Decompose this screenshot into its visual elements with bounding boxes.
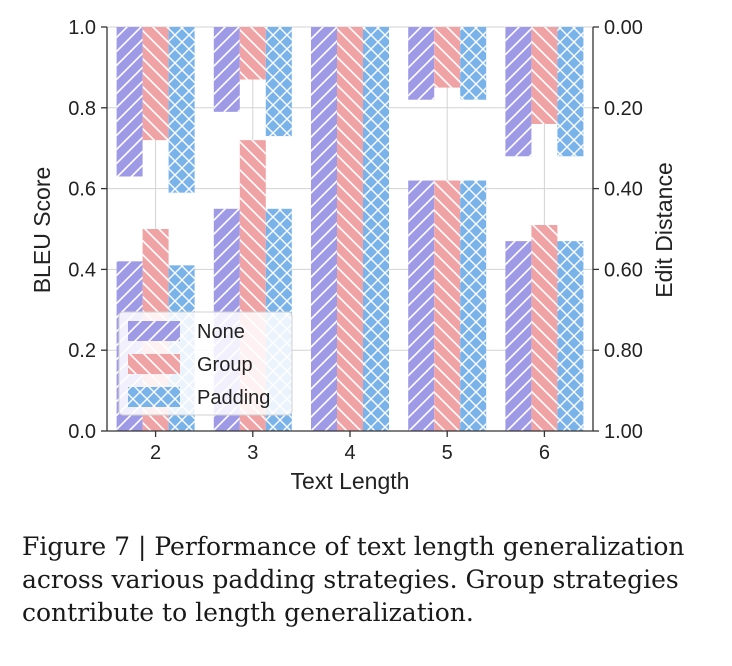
left-tick-label: 0.6 xyxy=(68,179,96,201)
bleu-bar-hatch xyxy=(434,180,461,431)
x-tick-label: 5 xyxy=(442,442,453,464)
edit-distance-bar-hatch xyxy=(408,27,435,100)
left-tick-label: 0.2 xyxy=(68,340,96,362)
x-tick-label: 3 xyxy=(247,442,258,464)
x-tick-label: 2 xyxy=(150,442,161,464)
caption-line-1: Figure 7 | Performance of text length ge… xyxy=(22,532,685,561)
bleu-bar-hatch xyxy=(460,180,487,431)
edit-distance-bar-hatch xyxy=(142,27,169,141)
legend-label: Padding xyxy=(197,387,270,409)
right-tick-label: 0.60 xyxy=(604,259,643,281)
right-tick-label: 0.40 xyxy=(604,179,643,201)
edit-distance-bar-hatch xyxy=(239,27,266,80)
caption-line-3: contribute to length generalization. xyxy=(22,598,474,627)
legend-swatch-hatch xyxy=(128,387,180,407)
edit-distance-bar-hatch xyxy=(505,27,532,157)
bleu-bar-hatch xyxy=(408,180,435,431)
edit-distance-bar-hatch xyxy=(460,27,487,100)
legend-swatch-hatch xyxy=(128,354,180,374)
left-tick-label: 0.4 xyxy=(68,259,96,281)
bleu-edit-distance-chart: 0.0 0.2 0.4 0.6 0.8 1.0 0.00 0.20 0.40 0.60 0.80 1.… xyxy=(29,17,677,494)
legend-label: None xyxy=(197,321,245,343)
right-tick-label: 0.20 xyxy=(604,98,643,120)
left-tick-label: 1.0 xyxy=(68,17,96,39)
x-tick-label: 4 xyxy=(344,442,355,464)
edit-distance-bar-hatch xyxy=(557,27,584,157)
right-tick-label: 1.00 xyxy=(604,421,643,443)
edit-distance-bar-hatch xyxy=(531,27,558,124)
legend-swatch-hatch xyxy=(128,321,180,341)
x-axis-label: Text Length xyxy=(291,468,410,494)
edit-distance-bar-hatch xyxy=(116,27,143,177)
caption-line-2: across various padding strategies. Group… xyxy=(22,565,679,594)
y-axis-label-right: Edit Distance xyxy=(651,162,677,298)
left-tick-label: 0.0 xyxy=(68,421,96,443)
legend-label: Group xyxy=(197,354,253,376)
axes: 0.0 0.2 0.4 0.6 0.8 1.0 0.00 0.20 0.40 0.60 0.80 1.… xyxy=(68,17,643,464)
figure-caption: Figure 7 | Performance of text length ge… xyxy=(22,530,722,629)
right-tick-label: 0.80 xyxy=(604,340,643,362)
right-tick-label: 0.00 xyxy=(604,17,643,39)
left-tick-label: 0.8 xyxy=(68,98,96,120)
bleu-bar-hatch xyxy=(557,241,584,431)
x-tick-label: 6 xyxy=(539,442,550,464)
edit-distance-bar-hatch xyxy=(265,27,292,137)
edit-distance-bar-hatch xyxy=(337,27,363,30)
bleu-bar-hatch xyxy=(311,27,337,431)
bleu-bar-hatch xyxy=(505,241,532,431)
bleu-bar-hatch xyxy=(531,224,558,431)
edit-distance-bar-hatch xyxy=(168,27,195,193)
y-axis-label-left: BLEU Score xyxy=(29,167,55,294)
legend: None Group Padding xyxy=(118,311,293,416)
edit-distance-bar-hatch xyxy=(434,27,461,88)
bleu-bar-hatch xyxy=(363,27,389,431)
bleu-bar-hatch xyxy=(337,29,363,432)
edit-distance-bar-hatch xyxy=(213,27,240,112)
